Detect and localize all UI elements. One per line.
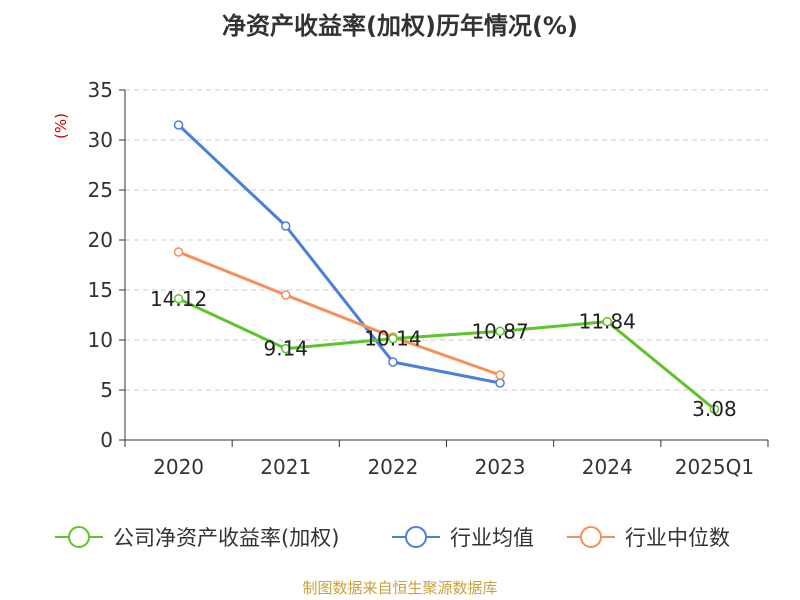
x-tick-label: 2020 [153, 455, 204, 479]
y-tick-label: 10 [88, 328, 113, 352]
data-label: 3.08 [692, 397, 737, 421]
data-point [281, 221, 291, 231]
series-lines [173, 120, 720, 414]
legend: 公司净资产收益率(加权) 行业均值 行业中位数 [55, 526, 730, 550]
x-tick-label: 2023 [475, 455, 526, 479]
x-tick-label: 2022 [367, 455, 418, 479]
legend-label: 行业中位数 [625, 526, 730, 550]
data-point [388, 357, 398, 367]
axes: 0 5 10 15 20 25 30 35 2020 2021 2022 2023 2024 2025Q1 [88, 78, 769, 479]
series-line-2 [178, 250, 501, 377]
series-line-0 [177, 297, 716, 411]
data-point [173, 247, 184, 257]
data-point [388, 333, 398, 344]
x-tick-label: 2024 [582, 455, 633, 479]
data-point [602, 316, 612, 327]
data-point [281, 343, 291, 354]
y-tick-label: 0 [100, 428, 113, 452]
legend-label: 公司净资产收益率(加权) [113, 526, 339, 550]
data-label: 10.14 [364, 327, 421, 351]
data-point [173, 294, 184, 304]
data-point [709, 404, 720, 414]
legend-label: 行业均值 [450, 526, 534, 550]
y-tick-label: 20 [88, 228, 113, 252]
data-label: 11.84 [579, 310, 636, 334]
y-tick-label: 5 [100, 378, 113, 402]
data-point [495, 378, 505, 388]
data-point [173, 120, 184, 130]
data-label: 14.12 [150, 287, 207, 311]
data-label: 9.14 [263, 337, 308, 361]
data-label: 10.87 [471, 319, 528, 343]
x-tick-label: 2025Q1 [675, 455, 754, 479]
data-point [495, 370, 505, 380]
chart-title: 净资产收益率(加权)历年情况(%) [222, 12, 578, 40]
data-labels: 14.12 9.14 10.14 10.87 11.84 3.08 [150, 287, 737, 421]
legend-marker [68, 526, 90, 548]
x-tick-label: 2021 [260, 455, 311, 479]
legend-marker [580, 526, 602, 548]
source-note: 制图数据来自恒生聚源数据库 [302, 579, 497, 597]
y-tick-label: 15 [88, 278, 113, 302]
legend-marker [405, 526, 427, 548]
y-tick-label: 35 [88, 78, 113, 102]
y-tick-label: 25 [88, 178, 113, 202]
data-point [281, 290, 291, 300]
gridlines [125, 89, 768, 391]
y-tick-label: 30 [88, 128, 113, 152]
y-axis-label: (%) [52, 113, 70, 139]
series-line-1 [177, 123, 501, 385]
data-point [495, 326, 505, 337]
